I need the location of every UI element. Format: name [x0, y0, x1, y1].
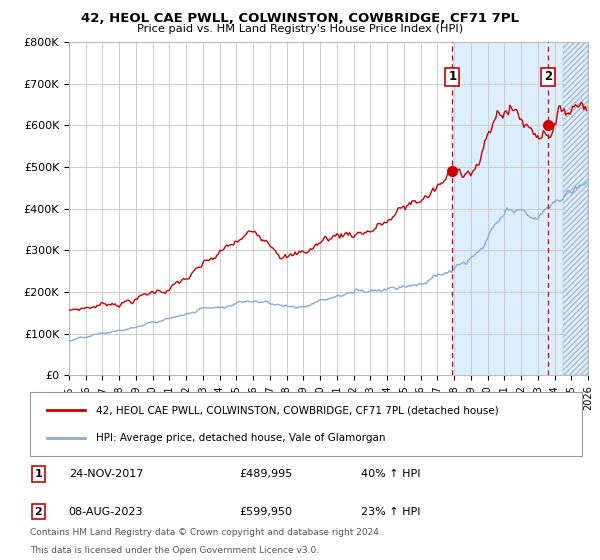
Text: 40% ↑ HPI: 40% ↑ HPI	[361, 469, 421, 479]
Text: 2: 2	[544, 71, 552, 83]
Text: 2: 2	[34, 507, 42, 517]
Text: Contains HM Land Registry data © Crown copyright and database right 2024.: Contains HM Land Registry data © Crown c…	[30, 528, 382, 537]
FancyBboxPatch shape	[30, 392, 582, 456]
Bar	[563, 42, 588, 375]
Text: HPI: Average price, detached house, Vale of Glamorgan: HPI: Average price, detached house, Vale…	[96, 433, 386, 444]
Bar	[452, 42, 588, 375]
Text: 42, HEOL CAE PWLL, COLWINSTON, COWBRIDGE, CF71 7PL: 42, HEOL CAE PWLL, COLWINSTON, COWBRIDGE…	[81, 12, 519, 25]
Text: 42, HEOL CAE PWLL, COLWINSTON, COWBRIDGE, CF71 7PL (detached house): 42, HEOL CAE PWLL, COLWINSTON, COWBRIDGE…	[96, 405, 499, 415]
Text: 1: 1	[34, 469, 42, 479]
Text: This data is licensed under the Open Government Licence v3.0.: This data is licensed under the Open Gov…	[30, 547, 319, 556]
Text: £489,995: £489,995	[240, 469, 293, 479]
Text: 08-AUG-2023: 08-AUG-2023	[68, 507, 143, 517]
Text: 23% ↑ HPI: 23% ↑ HPI	[361, 507, 421, 517]
Text: 24-NOV-2017: 24-NOV-2017	[68, 469, 143, 479]
Text: 1: 1	[448, 71, 457, 83]
Text: Price paid vs. HM Land Registry's House Price Index (HPI): Price paid vs. HM Land Registry's House …	[137, 24, 463, 34]
Text: £599,950: £599,950	[240, 507, 293, 517]
